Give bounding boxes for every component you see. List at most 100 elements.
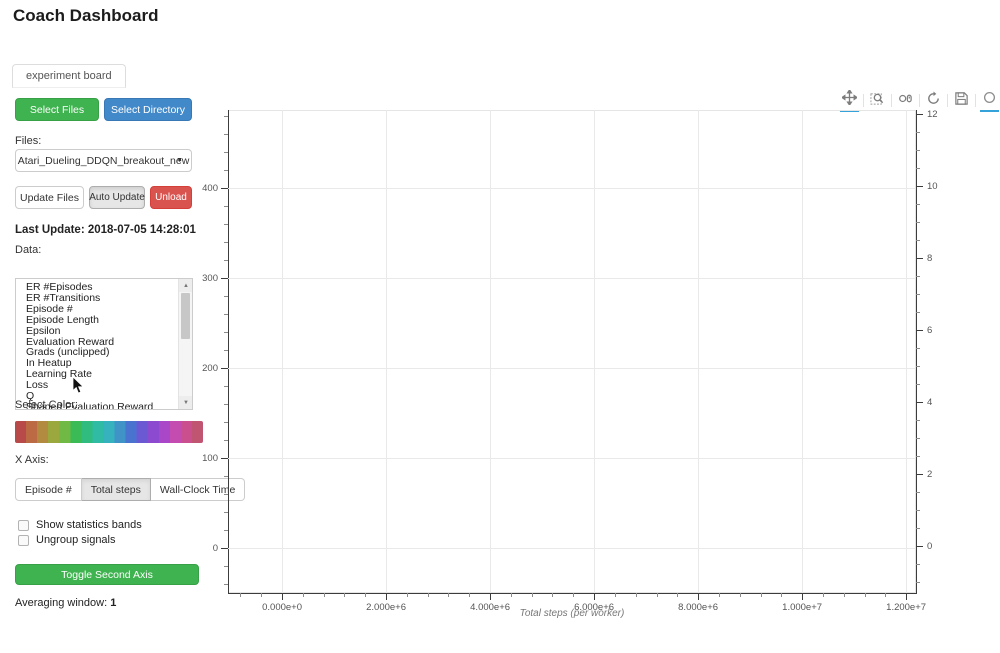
y-left-major-tick xyxy=(221,458,228,460)
hover-icon xyxy=(983,91,996,104)
scroll-down-icon[interactable]: ▼ xyxy=(179,396,192,409)
x-minor-tick xyxy=(760,593,762,597)
wheel-zoom-tool[interactable] xyxy=(896,89,915,111)
y-right-minor-tick xyxy=(916,582,920,584)
y-left-minor-tick xyxy=(224,296,228,298)
y-right-minor-tick xyxy=(916,383,920,385)
select-files-button[interactable]: Select Files xyxy=(15,98,99,121)
y-left-tick-label: 100 xyxy=(202,453,218,465)
unload-button[interactable]: Unload xyxy=(150,186,192,209)
box-zoom-tool[interactable] xyxy=(868,89,887,111)
data-list-item[interactable]: Episode # xyxy=(26,302,73,315)
x-major-tick xyxy=(282,593,284,600)
x-axis-option-button[interactable]: Total steps xyxy=(81,478,151,501)
scroll-up-icon[interactable]: ▲ xyxy=(179,279,192,292)
x-major-tick xyxy=(490,593,492,600)
plot-frame[interactable] xyxy=(228,110,916,593)
tab-experiment-board[interactable]: experiment board xyxy=(12,64,126,88)
y-right-major-tick xyxy=(916,113,923,115)
data-list-item[interactable]: Evaluation Reward xyxy=(26,335,115,348)
y-right-minor-tick xyxy=(916,438,920,439)
y-right-minor-tick xyxy=(916,510,920,512)
wheel-zoom-icon xyxy=(899,94,912,103)
x-minor-tick xyxy=(240,593,242,597)
data-list-item[interactable]: Episode Length xyxy=(26,313,99,326)
data-label: Data: xyxy=(15,244,42,256)
averaging-window-row: Averaging window: 1 xyxy=(15,597,116,609)
x-major-tick xyxy=(906,593,908,600)
y-left-minor-tick xyxy=(224,260,228,262)
y-left-minor-tick xyxy=(224,386,228,388)
data-list-item[interactable]: Learning Rate xyxy=(26,368,92,381)
x-minor-tick xyxy=(323,593,325,597)
y-gridline xyxy=(228,188,916,190)
data-list-item[interactable]: ER #Episodes xyxy=(26,281,93,293)
data-list-item[interactable]: Loss xyxy=(26,379,49,392)
x-minor-tick xyxy=(344,593,346,597)
x-minor-tick xyxy=(718,593,720,597)
x-axis-option-button[interactable]: Episode # xyxy=(15,478,82,501)
select-directory-button[interactable]: Select Directory xyxy=(104,98,192,121)
show-statistics-bands-row: Show statistics bands xyxy=(18,519,142,531)
y-right-minor-tick xyxy=(916,275,920,277)
y-left-tick-label: 0 xyxy=(212,543,218,555)
x-tick-label: 0.000e+0 xyxy=(262,602,303,613)
y-left-axis-line xyxy=(228,110,229,593)
toolbar-separator xyxy=(863,93,864,107)
x-minor-tick xyxy=(739,593,741,597)
data-list-item[interactable]: Q xyxy=(26,390,35,403)
data-list-item[interactable]: ER #Transitions xyxy=(26,291,101,304)
y-left-major-tick xyxy=(221,278,228,280)
x-minor-tick xyxy=(302,593,304,597)
y-right-minor-tick xyxy=(916,528,920,530)
y-gridline xyxy=(228,458,916,460)
y-right-minor-tick xyxy=(916,149,920,151)
toolbar-separator xyxy=(891,93,892,107)
x-minor-tick xyxy=(365,593,367,597)
x-minor-tick xyxy=(510,593,512,597)
x-gridline xyxy=(906,110,908,593)
pan-tool[interactable] xyxy=(840,88,859,112)
ungroup-signals-row: Ungroup signals xyxy=(18,534,116,546)
y-right-minor-tick xyxy=(916,347,920,349)
data-list-scrollbar[interactable]: ▲ ▼ xyxy=(178,279,192,409)
data-list-item[interactable]: In Heatup xyxy=(26,357,72,370)
y-left-tick-label: 300 xyxy=(202,273,218,285)
x-minor-tick xyxy=(552,593,554,597)
y-right-major-tick xyxy=(916,257,923,259)
x-gridline xyxy=(802,110,804,593)
toggle-second-axis-button[interactable]: Toggle Second Axis xyxy=(15,564,199,585)
files-select[interactable]: Atari_Dueling_DDQN_breakout_new ▼ xyxy=(15,149,192,172)
page-title: Coach Dashboard xyxy=(13,6,159,25)
update-files-button[interactable]: Update Files xyxy=(15,186,84,209)
y-right-minor-tick xyxy=(916,365,920,367)
y-left-tick-label: 400 xyxy=(202,183,218,195)
y-right-tick-label: 12 xyxy=(927,108,938,120)
y-left-minor-tick xyxy=(224,152,228,154)
y-right-minor-tick xyxy=(916,456,920,458)
x-axis-option-button[interactable]: Wall-Clock Time xyxy=(150,478,246,501)
data-listbox[interactable]: ER #Episodes ER #Transitions Episode # Epis… xyxy=(15,278,193,410)
x-minor-tick xyxy=(656,593,658,597)
data-list-item[interactable]: Epsilon xyxy=(26,324,61,337)
show-statistics-bands-checkbox[interactable] xyxy=(18,519,29,531)
toolbar-separator xyxy=(975,93,976,107)
data-list-item[interactable]: Shaped Evaluation Reward xyxy=(26,400,154,410)
ungroup-signals-checkbox[interactable] xyxy=(18,534,29,546)
scrollbar-thumb[interactable] xyxy=(181,293,190,339)
save-tool[interactable] xyxy=(952,89,971,111)
x-tick-label: 1.200e+7 xyxy=(886,602,927,613)
y-left-minor-tick xyxy=(224,134,228,136)
data-list-item[interactable]: Grads (unclipped) xyxy=(26,346,110,359)
y-left-minor-tick xyxy=(224,476,228,478)
averaging-window-value: 1 xyxy=(110,597,117,609)
auto-update-button[interactable]: Auto Update xyxy=(89,186,145,209)
x-minor-tick xyxy=(448,593,450,597)
hover-tool[interactable] xyxy=(980,88,999,112)
color-gradient[interactable] xyxy=(15,421,203,443)
reset-icon xyxy=(928,91,939,104)
reset-tool[interactable] xyxy=(924,89,943,111)
x-axis-button-group: Episode # Total steps Wall-Clock Time xyxy=(15,478,246,501)
chevron-down-icon: ▼ xyxy=(176,157,183,164)
